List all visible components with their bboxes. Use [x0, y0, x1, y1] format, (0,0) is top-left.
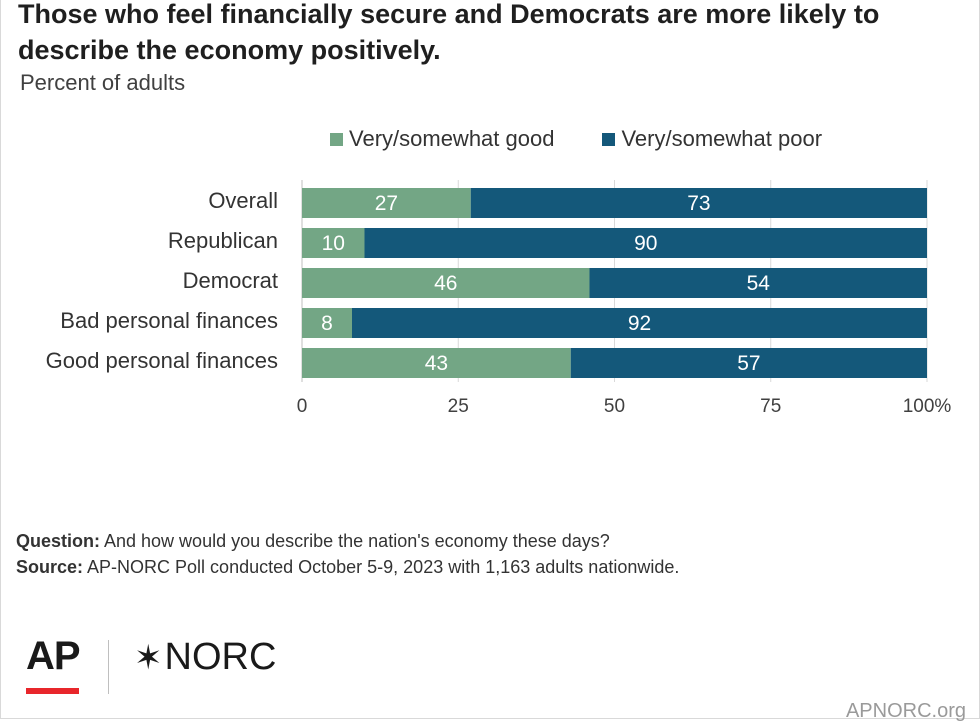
data-label: 10 — [322, 232, 345, 255]
legend-swatch-good — [330, 132, 343, 146]
site-url: APNORC.org — [845, 700, 966, 722]
data-label: 73 — [687, 192, 710, 215]
x-tick-label: 75 — [760, 396, 781, 417]
data-label: 27 — [375, 192, 398, 215]
question-label: Question: — [16, 531, 100, 551]
data-label: 8 — [321, 312, 333, 335]
data-label: 46 — [434, 272, 457, 295]
data-label: 57 — [737, 352, 760, 375]
data-label: 92 — [628, 312, 651, 335]
x-tick-label: 25 — [448, 396, 469, 417]
chart-subtitle: Percent of adults — [20, 70, 186, 95]
norc-star-icon: ✶ — [134, 638, 163, 677]
logo-divider — [108, 640, 109, 694]
x-tick-label: 0 — [297, 396, 308, 417]
bar-segment-poor — [352, 308, 927, 338]
norc-logo-text: NORC — [164, 636, 277, 678]
ap-logo-underline — [26, 688, 79, 694]
bar-segment-poor — [589, 268, 927, 298]
data-label: 43 — [425, 352, 448, 375]
legend-swatch-poor — [602, 132, 616, 146]
bar-segment-poor — [570, 348, 927, 378]
category-label: Republican — [168, 228, 278, 253]
bar-segment-poor — [364, 228, 927, 258]
chart-footer: Question: And how would you describe the… — [16, 528, 679, 580]
data-label: 90 — [634, 232, 657, 255]
norc-logo: ✶ NORC — [134, 636, 276, 679]
legend: Very/somewhat good Very/somewhat poor — [330, 126, 870, 152]
x-tick-label: 100% — [903, 396, 952, 417]
legend-item-good: Very/somewhat good — [330, 126, 554, 152]
bar-segment-good — [302, 228, 365, 258]
data-label: 54 — [747, 272, 771, 295]
source-text: AP-NORC Poll conducted October 5-9, 2023… — [83, 557, 680, 577]
category-label: Good personal finances — [46, 348, 278, 373]
legend-item-poor: Very/somewhat poor — [602, 126, 822, 152]
question-line: Question: And how would you describe the… — [16, 528, 679, 554]
bar-segment-good — [302, 188, 471, 218]
bar-segment-good — [302, 268, 590, 298]
legend-label-good: Very/somewhat good — [349, 126, 555, 151]
source-label: Source: — [16, 557, 84, 577]
bar-segment-good — [302, 308, 352, 338]
category-label: Overall — [208, 188, 278, 213]
category-label: Bad personal finances — [60, 308, 278, 333]
chart-title: Those who feel financially secure and De… — [18, 0, 880, 65]
legend-label-poor: Very/somewhat poor — [621, 126, 823, 151]
ap-logo: AP — [26, 634, 81, 678]
source-line: Source: AP-NORC Poll conducted October 5… — [16, 554, 679, 580]
bar-segment-poor — [470, 188, 927, 218]
question-text: And how would you describe the nation's … — [100, 531, 610, 551]
category-label: Democrat — [183, 268, 278, 293]
bar-segment-good — [302, 348, 571, 378]
x-tick-label: 50 — [604, 396, 625, 417]
bar-chart: 0 25 50 75 100% Overall 27 73 Republican 10 90 Demo… — [46, 180, 952, 417]
